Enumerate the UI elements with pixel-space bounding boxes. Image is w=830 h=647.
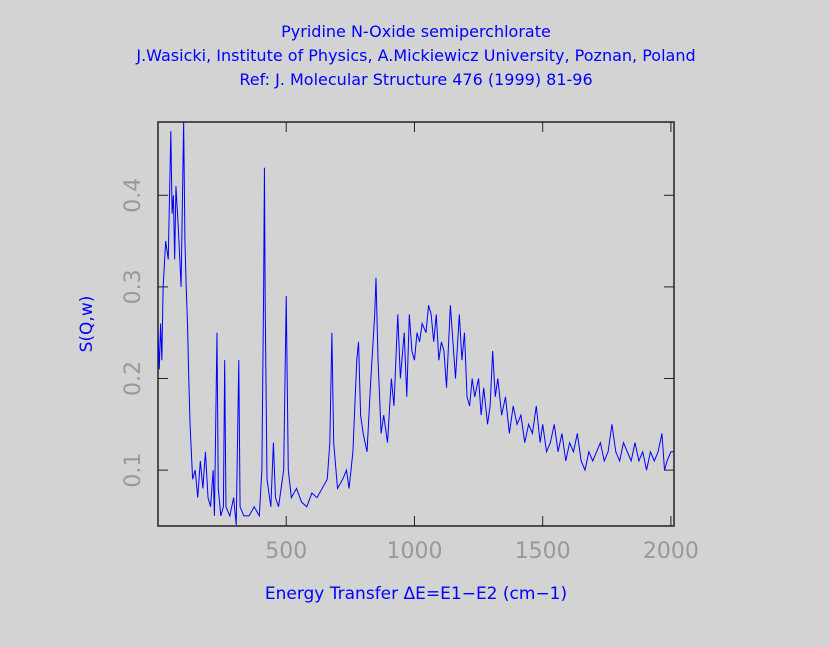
y-tick-label: 0.3 <box>121 269 146 304</box>
chart-subtitle: J.Wasicki, Institute of Physics, A.Micki… <box>135 46 695 65</box>
y-tick-label: 0.4 <box>121 178 146 213</box>
x-tick-label: 500 <box>265 539 307 564</box>
spectrum-line <box>158 122 674 526</box>
chart-title: Pyridine N-Oxide semiperchlorate <box>281 22 551 41</box>
y-tick-label: 0.2 <box>121 361 146 396</box>
plot-frame <box>157 121 675 527</box>
x-tick-label: 1500 <box>515 539 571 564</box>
y-tick-label: 0.1 <box>121 453 146 488</box>
x-tick-label: 1000 <box>386 539 442 564</box>
x-axis-label: Energy Transfer ΔE=E1−E2 (cm−1) <box>265 584 567 604</box>
chart-reference: Ref: J. Molecular Structure 476 (1999) 8… <box>239 70 592 89</box>
x-tick-label: 2000 <box>643 539 699 564</box>
y-axis-label: S(Q,w) <box>77 296 97 353</box>
